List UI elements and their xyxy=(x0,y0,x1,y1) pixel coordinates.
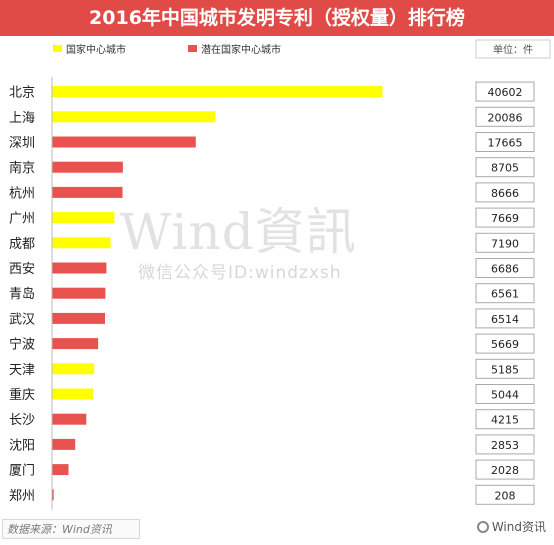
value-box xyxy=(475,258,535,278)
bar xyxy=(52,489,54,501)
value-box xyxy=(475,232,535,253)
category-label: 宁波 xyxy=(9,337,35,353)
category-label: 西安 xyxy=(9,262,35,277)
bar xyxy=(52,161,123,173)
bar xyxy=(52,388,94,400)
category-label: 厦门 xyxy=(9,464,35,479)
value-label: 2853 xyxy=(491,439,519,452)
brand-label: Wind资讯 xyxy=(491,520,546,534)
bar xyxy=(52,338,99,350)
category-label: 深圳 xyxy=(9,136,35,151)
bar xyxy=(52,413,87,425)
bar xyxy=(52,86,383,98)
value-label: 20086 xyxy=(488,111,523,124)
value-box xyxy=(475,308,535,329)
legend-swatch xyxy=(188,45,197,52)
chart-title: 2016年中国城市发明专利（授权量）排行榜 xyxy=(0,0,554,36)
legend-label: 国家中心城市 xyxy=(66,43,126,56)
value-box xyxy=(475,409,535,430)
value-box xyxy=(475,434,535,455)
brand-mark: Wind资讯 xyxy=(476,518,546,535)
legend-label: 潜在国家中心城市 xyxy=(201,43,281,56)
category-label: 长沙 xyxy=(9,413,35,428)
value-label: 8666 xyxy=(491,187,519,200)
value-label: 4215 xyxy=(491,414,519,427)
value-label: 7190 xyxy=(491,237,519,250)
value-box xyxy=(475,106,535,127)
watermark-logo: Wind資訊 xyxy=(120,203,357,261)
value-box xyxy=(475,358,535,379)
bar xyxy=(52,312,106,324)
bar xyxy=(52,438,76,450)
bar xyxy=(52,363,95,375)
value-label: 6686 xyxy=(491,263,519,276)
unit-label: 单位：件 xyxy=(493,43,533,56)
category-label: 北京 xyxy=(9,86,35,101)
bar xyxy=(52,212,115,224)
value-box xyxy=(475,81,535,102)
watermark-wechat-id: 微信公众号ID:windzxsh xyxy=(138,263,342,283)
unit-box xyxy=(475,39,551,59)
value-box xyxy=(475,132,535,152)
bar xyxy=(52,186,123,198)
value-box xyxy=(475,157,535,178)
source-note: 数据来源：Wind资讯 xyxy=(2,519,140,539)
category-label: 天津 xyxy=(9,363,35,378)
value-label: 208 xyxy=(495,489,516,502)
value-box xyxy=(475,182,535,203)
bar xyxy=(52,464,69,476)
value-label: 7669 xyxy=(491,212,519,225)
value-box xyxy=(475,207,535,228)
category-label: 南京 xyxy=(9,160,35,176)
bar xyxy=(52,237,111,249)
value-label: 17665 xyxy=(488,137,523,150)
value-label: 40602 xyxy=(488,86,523,99)
value-box xyxy=(475,484,535,505)
legend-swatch xyxy=(53,45,62,52)
bar xyxy=(52,136,196,148)
category-label: 郑州 xyxy=(9,489,35,504)
category-label: 上海 xyxy=(9,111,35,126)
wechat-icon xyxy=(476,521,489,533)
category-label: 广州 xyxy=(9,212,35,227)
category-label: 沈阳 xyxy=(9,438,35,453)
value-label: 2028 xyxy=(491,464,519,477)
bar xyxy=(52,287,106,299)
category-label: 武汉 xyxy=(9,312,35,327)
value-label: 5185 xyxy=(491,363,519,376)
value-label: 5044 xyxy=(491,389,519,402)
bar xyxy=(52,111,216,123)
bar xyxy=(52,262,107,274)
category-label: 青岛 xyxy=(9,286,35,302)
value-label: 6561 xyxy=(491,288,519,301)
category-label: 重庆 xyxy=(9,387,35,403)
value-box xyxy=(475,333,535,354)
value-label: 6514 xyxy=(491,313,519,326)
value-box xyxy=(475,384,535,404)
category-label: 成都 xyxy=(9,237,35,252)
bar-chart: 国家中心城市 潜在国家中心城市 单位：件北京 40602 上海 20086 深圳 17665 南… xyxy=(9,39,551,510)
value-box xyxy=(475,283,535,304)
category-label: 杭州 xyxy=(9,186,35,201)
value-box xyxy=(475,459,535,480)
value-label: 8705 xyxy=(491,162,519,175)
value-label: 5669 xyxy=(491,338,519,351)
